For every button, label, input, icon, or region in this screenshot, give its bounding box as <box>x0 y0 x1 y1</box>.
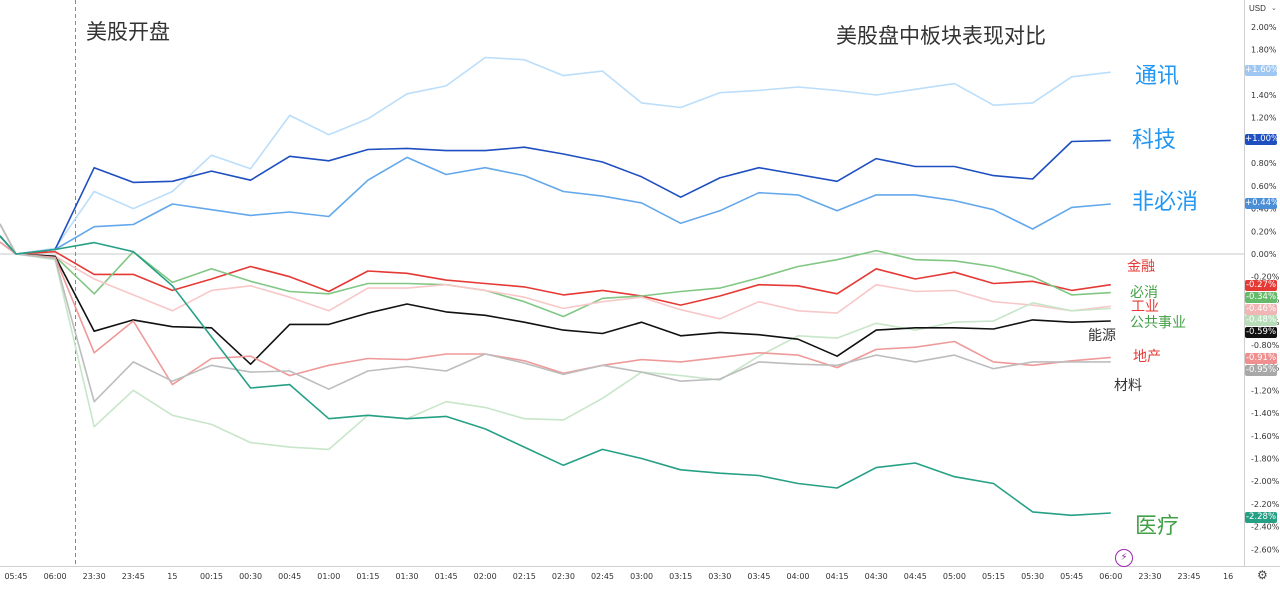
last-value-pill-科技: +1.00% <box>1245 134 1280 145</box>
x-tick-label: 05:45 <box>1060 572 1083 581</box>
currency-selector[interactable]: USD <box>1249 4 1266 13</box>
y-tick-label: -1.60% <box>1251 432 1280 441</box>
series-line-公共事业 <box>0 223 1111 451</box>
x-tick-label: 23:30 <box>1138 572 1161 581</box>
x-tick-label: 05:30 <box>1021 572 1044 581</box>
last-value-pill-金融: -0.27% <box>1245 280 1277 291</box>
x-tick-label: 01:15 <box>356 572 379 581</box>
x-tick-label: 05:15 <box>982 572 1005 581</box>
x-tick-label: 03:45 <box>747 572 770 581</box>
x-tick-label: 02:30 <box>552 572 575 581</box>
last-value-pill-通讯: +1.60% <box>1245 65 1280 76</box>
y-tick-label: 0.60% <box>1251 182 1277 191</box>
y-tick-label: 0.20% <box>1251 227 1277 236</box>
series-label-能源: 能源 <box>1088 328 1116 344</box>
x-tick-label: 03:00 <box>630 572 653 581</box>
x-tick-label: 02:00 <box>474 572 497 581</box>
x-tick-label: 04:30 <box>865 572 888 581</box>
y-tick-label: -2.40% <box>1251 523 1280 532</box>
last-value-pill-地产: -0.91% <box>1245 353 1277 364</box>
series-label-金融: 金融 <box>1127 259 1155 275</box>
x-tick-label: 15 <box>167 572 177 581</box>
y-tick-label: 0.40% <box>1251 205 1277 214</box>
series-line-工业 <box>0 241 1111 320</box>
series-label-材料: 材料 <box>1114 378 1142 394</box>
x-tick-label: 03:15 <box>669 572 692 581</box>
x-tick-label: 01:45 <box>435 572 458 581</box>
x-tick-label: 05:00 <box>943 572 966 581</box>
series-line-非必消 <box>0 156 1111 255</box>
series-label-科技: 科技 <box>1132 128 1177 153</box>
series-line-必消 <box>0 235 1111 318</box>
series-line-通讯 <box>0 56 1111 255</box>
last-value-pill-医疗: -2.28% <box>1245 512 1277 523</box>
y-tick-label: 1.20% <box>1251 114 1277 123</box>
chart-title: 美股盘中板块表现对比 <box>836 24 1046 48</box>
x-tick-label: 02:15 <box>513 572 536 581</box>
x-tick-label: 04:45 <box>904 572 927 581</box>
last-value-pill-材料: -0.95% <box>1245 365 1277 376</box>
series-label-地产: 地产 <box>1133 349 1161 365</box>
y-tick-label: -1.80% <box>1251 454 1280 463</box>
series-line-材料 <box>0 223 1111 403</box>
x-tick-label: 06:00 <box>44 572 67 581</box>
y-tick-label: -2.00% <box>1251 477 1280 486</box>
y-tick-label: -2.20% <box>1251 500 1280 509</box>
x-tick-label: 23:45 <box>122 572 145 581</box>
x-tick-label: 16 <box>1223 572 1233 581</box>
last-value-pill-能源: -0.59% <box>1245 327 1277 338</box>
x-tick-label: 05:45 <box>4 572 27 581</box>
series-line-地产 <box>0 241 1111 386</box>
gear-icon[interactable]: ⚙ <box>1257 568 1268 582</box>
x-tick-label: 00:45 <box>278 572 301 581</box>
x-tick-label: 23:30 <box>83 572 106 581</box>
series-line-医疗 <box>0 235 1111 517</box>
series-line-科技 <box>0 139 1111 255</box>
lightning-icon[interactable]: ⚡ <box>1115 549 1133 567</box>
series-label-非必消: 非必消 <box>1132 190 1199 215</box>
x-tick-label: 23:45 <box>1177 572 1200 581</box>
last-value-pill-公共事业: -0.48% <box>1245 315 1277 326</box>
y-tick-label: 2.00% <box>1251 23 1277 32</box>
series-line-金融 <box>0 223 1111 306</box>
series-label-医疗: 医疗 <box>1135 514 1180 539</box>
x-tick-label: 01:00 <box>317 572 340 581</box>
y-tick-label: -1.40% <box>1251 409 1280 418</box>
y-tick-label: 1.40% <box>1251 91 1277 100</box>
series-line-能源 <box>0 235 1111 366</box>
series-label-必消: 必消 <box>1130 285 1158 301</box>
x-tick-label: 04:15 <box>826 572 849 581</box>
y-tick-label: -0.20% <box>1251 273 1280 282</box>
x-tick-label: 00:30 <box>239 572 262 581</box>
series-label-工业: 工业 <box>1131 299 1159 315</box>
x-tick-label: 00:15 <box>200 572 223 581</box>
x-tick-label: 02:45 <box>591 572 614 581</box>
y-tick-label: 1.80% <box>1251 46 1277 55</box>
series-label-通讯: 通讯 <box>1135 64 1180 89</box>
last-value-pill-非必消: +0.44% <box>1245 198 1280 209</box>
x-tick-label: 01:30 <box>395 572 418 581</box>
y-tick-label: -1.20% <box>1251 386 1280 395</box>
chevron-down-icon[interactable]: ⌄ <box>1271 5 1277 12</box>
x-tick-label: 04:00 <box>786 572 809 581</box>
series-label-公共事业: 公共事业 <box>1130 315 1186 331</box>
last-value-pill-工业: -0.46% <box>1245 304 1277 315</box>
y-tick-label: 0.00% <box>1251 250 1277 259</box>
y-tick-label: -2.60% <box>1251 545 1280 554</box>
market-open-annotation: 美股开盘 <box>86 20 170 44</box>
x-tick-label: 03:30 <box>708 572 731 581</box>
last-value-pill-必消: -0.34% <box>1245 292 1277 303</box>
x-tick-label: 06:00 <box>1099 572 1122 581</box>
y-tick-label: 0.80% <box>1251 159 1277 168</box>
y-tick-label: -0.80% <box>1251 341 1280 350</box>
